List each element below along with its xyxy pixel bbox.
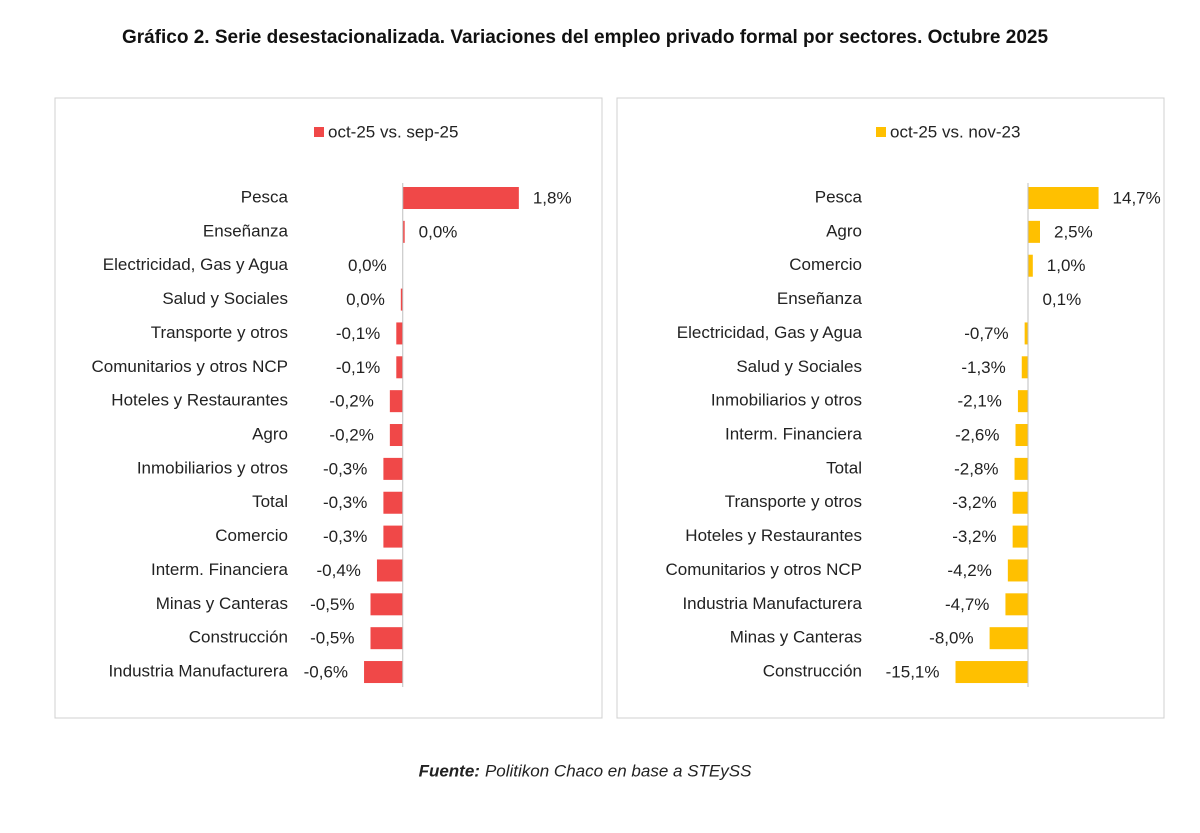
y-tick-label: Hoteles y Restaurantes <box>685 526 862 545</box>
bar <box>383 458 402 480</box>
data-label: 14,7% <box>1113 188 1161 207</box>
bar <box>390 424 403 446</box>
y-tick-label: Inmobiliarios y otros <box>711 391 862 410</box>
bar <box>1015 458 1028 480</box>
y-tick-label: Agro <box>252 425 288 444</box>
data-label: 1,0% <box>1047 256 1086 275</box>
y-tick-label: Pesca <box>241 187 289 206</box>
y-tick-label: Transporte y otros <box>151 323 288 342</box>
data-label: -0,3% <box>323 493 367 512</box>
bar <box>1028 255 1033 277</box>
bar <box>396 322 402 344</box>
bar <box>377 559 403 581</box>
data-label: -3,2% <box>952 493 996 512</box>
y-tick-label: Inmobiliarios y otros <box>137 458 288 477</box>
y-tick-label: Construcción <box>763 662 862 681</box>
bar <box>1013 492 1028 514</box>
data-label: -0,3% <box>323 527 367 546</box>
source-label: Fuente: <box>419 761 480 780</box>
data-label: -0,5% <box>310 629 354 648</box>
bar <box>1013 526 1028 548</box>
y-tick-label: Agro <box>826 221 862 240</box>
y-tick-label: Comercio <box>215 526 288 545</box>
data-label: 0,1% <box>1042 290 1081 309</box>
data-label: -0,1% <box>336 324 380 343</box>
data-label: -2,6% <box>955 426 999 445</box>
bar <box>1016 424 1028 446</box>
bar <box>371 593 403 615</box>
y-tick-label: Comunitarios y otros NCP <box>91 357 288 376</box>
y-tick-label: Enseñanza <box>777 289 863 308</box>
bar <box>956 661 1028 683</box>
data-label: -4,7% <box>945 595 989 614</box>
data-label: -0,6% <box>304 663 348 682</box>
y-tick-label: Electricidad, Gas y Agua <box>677 323 863 342</box>
bar <box>1028 221 1040 243</box>
bar <box>396 356 402 378</box>
y-tick-label: Hoteles y Restaurantes <box>111 391 288 410</box>
y-tick-label: Construcción <box>189 628 288 647</box>
y-tick-label: Industria Manufacturera <box>108 662 288 681</box>
data-label: -0,7% <box>964 324 1008 343</box>
y-tick-label: Minas y Canteras <box>730 628 862 647</box>
bar <box>364 661 403 683</box>
bar <box>990 627 1028 649</box>
chart-title: Gráfico 2. Serie desestacionalizada. Var… <box>122 27 1049 48</box>
bar <box>1018 390 1028 412</box>
bar <box>383 526 402 548</box>
data-label: -3,2% <box>952 527 996 546</box>
data-label: 0,0% <box>348 256 387 275</box>
y-tick-label: Electricidad, Gas y Agua <box>103 255 289 274</box>
y-tick-label: Pesca <box>815 187 863 206</box>
source: Politikon Chaco en base a STEySS <box>485 761 752 780</box>
y-tick-label: Comercio <box>789 255 862 274</box>
bar <box>1022 356 1028 378</box>
y-tick-label: Salud y Sociales <box>736 357 862 376</box>
legend-label: oct-25 vs. nov-23 <box>890 122 1020 141</box>
bar <box>403 187 519 209</box>
bar <box>1025 322 1028 344</box>
data-label: -0,5% <box>310 595 354 614</box>
data-label: -2,1% <box>957 392 1001 411</box>
y-tick-label: Total <box>826 458 862 477</box>
y-tick-label: Industria Manufacturera <box>682 594 862 613</box>
data-label: -0,2% <box>329 426 373 445</box>
y-tick-label: Comunitarios y otros NCP <box>665 560 862 579</box>
data-label: -4,2% <box>947 561 991 580</box>
bar <box>1028 187 1099 209</box>
data-label: -8,0% <box>929 629 973 648</box>
bar <box>1008 559 1028 581</box>
data-label: -0,2% <box>329 392 373 411</box>
data-label: 2,5% <box>1054 222 1093 241</box>
y-tick-label: Interm. Financiera <box>151 560 289 579</box>
y-tick-label: Enseñanza <box>203 221 289 240</box>
data-label: -15,1% <box>886 663 940 682</box>
y-tick-label: Minas y Canteras <box>156 594 288 613</box>
bar <box>371 627 403 649</box>
y-tick-label: Interm. Financiera <box>725 425 863 444</box>
legend-swatch <box>876 127 886 137</box>
y-tick-label: Salud y Sociales <box>162 289 288 308</box>
data-label: 0,0% <box>419 222 458 241</box>
bar <box>390 390 403 412</box>
data-label: -0,1% <box>336 358 380 377</box>
bar <box>1005 593 1028 615</box>
y-tick-label: Total <box>252 492 288 511</box>
data-label: -0,3% <box>323 459 367 478</box>
legend-swatch <box>314 127 324 137</box>
data-label: 1,8% <box>533 188 572 207</box>
legend-label: oct-25 vs. sep-25 <box>328 122 458 141</box>
y-tick-label: Transporte y otros <box>725 492 862 511</box>
data-label: -0,4% <box>317 561 361 580</box>
data-label: 0,0% <box>346 290 385 309</box>
bar <box>383 492 402 514</box>
data-label: -2,8% <box>954 459 998 478</box>
data-label: -1,3% <box>961 358 1005 377</box>
